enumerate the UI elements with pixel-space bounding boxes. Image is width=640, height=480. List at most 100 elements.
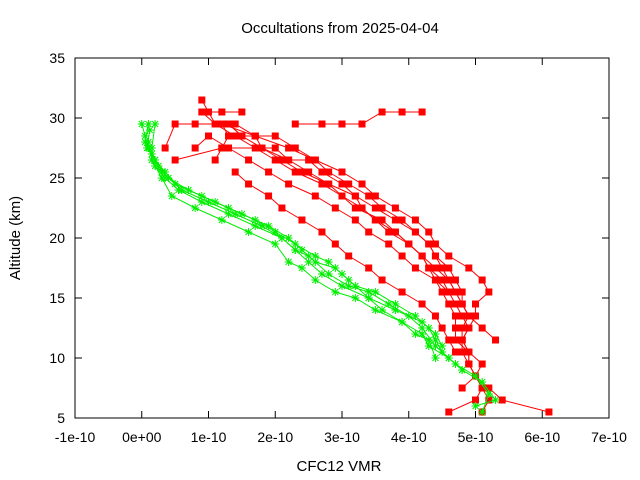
series-green-13 [147,120,447,350]
y-tick-label: 25 [49,170,65,186]
data-point-square [371,216,379,224]
data-point-star [151,162,160,170]
y-axis-label: Altitude (km) [7,196,24,280]
x-axis-label: CFC12 VMR [296,458,381,475]
data-point-square [398,252,406,260]
x-tick-label: 6e-10 [524,429,560,445]
data-point-star [431,330,440,338]
data-point-square [191,120,199,128]
data-point-square [391,228,399,236]
data-point-square [445,300,453,308]
data-point-square [398,216,406,224]
data-point-square [365,264,373,272]
data-point-square [378,276,386,284]
plot-frame [74,57,610,419]
data-point-square [345,180,353,188]
data-point-square [472,312,479,320]
data-point-star [371,306,380,314]
data-point-square [171,156,179,164]
data-point-square [458,384,466,392]
chart-title: Occultations from 2025-04-04 [241,20,439,37]
data-point-star [145,126,154,134]
data-point-star [231,210,240,218]
data-point-star [271,240,280,248]
y-tick-label: 5 [57,410,65,426]
data-point-square [258,144,266,152]
data-point-star [167,192,176,200]
data-point-square [451,336,459,344]
data-point-square [385,228,393,236]
data-point-square [451,288,459,296]
data-point-star [418,330,427,338]
data-point-star [317,270,326,278]
y-tick-label: 20 [49,230,65,246]
x-tick-label: 2e-10 [257,429,293,445]
data-point-star [237,210,246,218]
data-point-square [465,312,473,320]
data-point-square [458,300,466,308]
data-point-square [285,156,293,164]
data-point-star [184,186,193,194]
data-point-star [471,372,480,380]
x-tick-label: 0e+00 [122,429,162,445]
data-point-square [305,168,313,176]
data-point-star [224,210,233,218]
data-point-star [291,246,300,254]
data-point-square [325,180,333,188]
x-tick-label: 1e-10 [191,429,227,445]
data-point-square [478,360,486,368]
data-point-square [458,348,466,356]
series-red-6 [171,144,473,320]
data-point-square [191,144,199,152]
data-point-star [137,120,146,128]
data-point-square [338,120,346,128]
data-point-star [478,378,487,386]
data-point-square [271,144,279,152]
data-point-square [438,276,446,284]
series-line [234,171,456,353]
data-point-square [485,384,493,392]
data-point-square [431,312,439,320]
data-point-star [311,276,320,284]
series-green-12 [144,138,440,362]
data-point-star [304,258,313,266]
data-point-square [331,204,339,212]
data-point-star [147,150,156,158]
x-tick-label: 7e-10 [591,429,627,445]
data-point-star [418,324,427,332]
data-point-star [143,144,152,152]
data-point-square [472,300,479,308]
data-point-square [338,180,346,188]
data-point-star [271,228,280,236]
data-point-star [284,258,293,266]
data-point-star [344,282,353,290]
data-point-square [218,120,226,128]
data-point-star [147,144,156,152]
data-point-star [391,306,400,314]
data-point-square [371,192,379,200]
data-point-star [344,276,353,284]
data-point-star [297,264,306,272]
data-point-square [225,120,233,128]
data-point-star [144,138,153,146]
data-point-star [251,222,260,230]
data-point-star [458,366,467,374]
data-point-square [225,144,233,152]
data-point-square [391,204,399,212]
data-point-square [351,204,359,212]
data-point-square [238,132,246,140]
series-red-5 [231,168,459,356]
data-point-square [411,228,419,236]
data-point-star [431,342,440,350]
data-point-square [205,132,212,140]
data-point-square [311,156,319,164]
data-point-star [144,120,153,128]
data-point-square [231,132,239,140]
data-point-square [465,264,473,272]
data-point-square [231,120,239,128]
data-point-square [445,264,453,272]
data-point-square [418,300,426,308]
data-point-square [378,108,386,116]
series-red-0 [198,96,486,416]
data-point-square [465,324,473,332]
